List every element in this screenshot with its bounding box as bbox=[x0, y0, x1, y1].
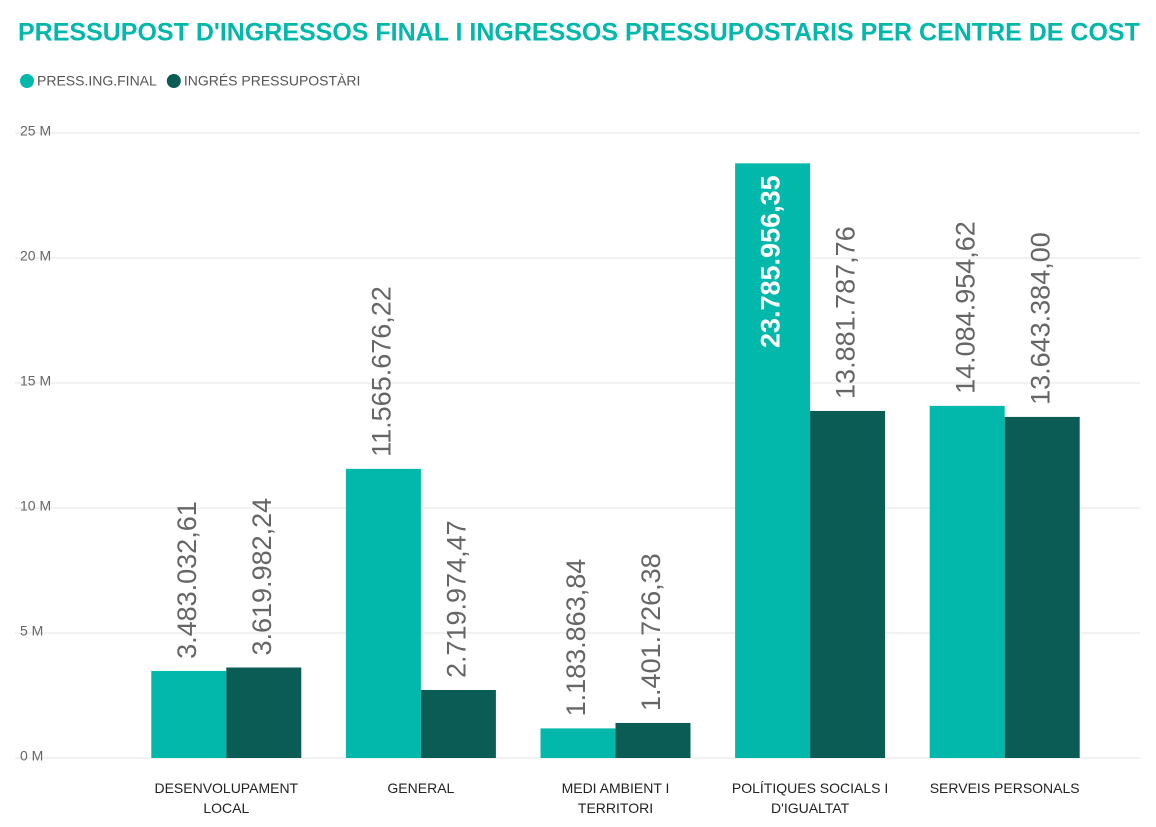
x-tick-label: POLÍTIQUES SOCIALS I D'IGUALTAT bbox=[731, 780, 889, 816]
bar bbox=[420, 690, 496, 758]
data-label: 3.483.032,61 bbox=[172, 501, 202, 659]
bar bbox=[735, 163, 811, 759]
bar bbox=[151, 670, 227, 758]
chart-title: PRESSUPOST D'INGRESSOS FINAL I INGRESSOS… bbox=[18, 19, 1140, 47]
y-tick-label: 5 M bbox=[20, 623, 43, 639]
data-label: 2.719.974,47 bbox=[442, 520, 472, 678]
bar bbox=[615, 722, 691, 758]
data-label: 14.084.954,62 bbox=[950, 221, 980, 394]
y-tick-label: 15 M bbox=[20, 373, 51, 389]
x-tick-label: DESENVOLUPAMENT LOCAL bbox=[154, 780, 299, 816]
data-label: 23.785.956,35 bbox=[756, 175, 786, 348]
y-tick-label: 20 M bbox=[20, 248, 51, 264]
bar bbox=[345, 468, 421, 758]
y-tick-label: 10 M bbox=[20, 498, 51, 514]
data-label: 13.881.787,76 bbox=[831, 226, 861, 399]
legend-label: PRESS.ING.FINAL bbox=[37, 73, 157, 89]
bar bbox=[226, 667, 302, 758]
x-tick-label: MEDI AMBIENT I TERRITORI bbox=[561, 780, 670, 816]
legend-marker bbox=[166, 74, 181, 88]
data-label: 1.183.863,84 bbox=[561, 559, 591, 717]
data-label: 1.401.726,38 bbox=[636, 553, 666, 711]
bar bbox=[810, 410, 886, 758]
legend-marker bbox=[20, 74, 34, 88]
bar bbox=[929, 405, 1005, 758]
data-label: 13.643.384,00 bbox=[1025, 232, 1055, 405]
y-tick-label: 25 M bbox=[20, 123, 51, 139]
bar bbox=[1004, 416, 1080, 758]
data-label: 3.619.982,24 bbox=[247, 498, 277, 656]
x-tick-label: GENERAL bbox=[387, 780, 455, 796]
data-label: 11.565.676,22 bbox=[367, 286, 397, 457]
x-tick-label: SERVEIS PERSONALS bbox=[929, 780, 1080, 796]
legend-label: INGRÉS PRESSUPOSTÀRI bbox=[184, 73, 361, 89]
bar bbox=[540, 728, 616, 758]
y-tick-label: 0 M bbox=[20, 748, 43, 764]
